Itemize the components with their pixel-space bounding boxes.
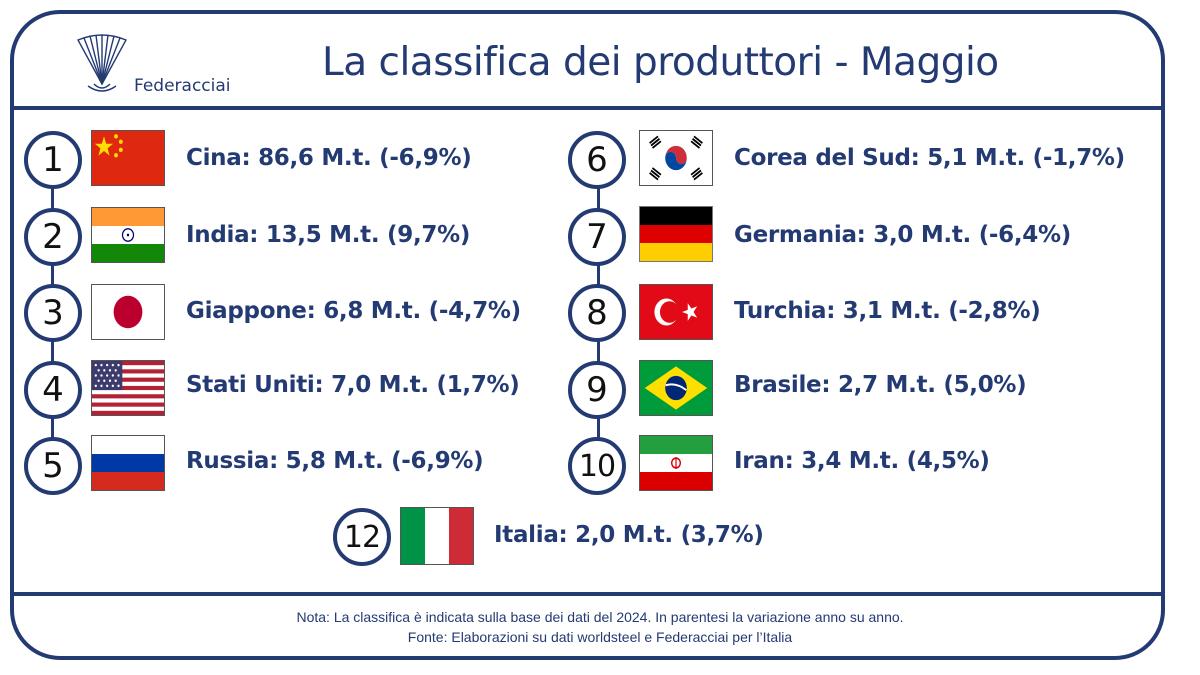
iran-flag [639, 435, 713, 491]
rank-circle: 10 [568, 437, 626, 495]
south-korea-flag [639, 130, 713, 186]
rank-circle: 8 [568, 284, 626, 342]
producer-label-japan: Giappone: 6,8 M.t. (-4,7%) [186, 298, 521, 324]
producer-label-italy: Italia: 2,0 M.t. (3,7%) [494, 522, 764, 548]
rank-circle: 5 [24, 437, 82, 495]
italy-flag [400, 507, 474, 565]
rank-circle: 4 [24, 361, 82, 419]
footer-divider [12, 592, 1164, 596]
turkey-flag [639, 284, 713, 340]
germany-flag [639, 206, 713, 262]
page-title: La classifica dei produttori - Maggio [322, 40, 999, 85]
header-divider [12, 106, 1164, 110]
producer-label-south-korea: Corea del Sud: 5,1 M.t. (-1,7%) [734, 145, 1125, 171]
rank-circle: 2 [24, 208, 82, 266]
rank-circle: 3 [24, 284, 82, 342]
china-flag [91, 130, 165, 186]
rank-circle: 9 [568, 361, 626, 419]
footer-source: Fonte: Elaborazioni su dati worldsteel e… [407, 629, 793, 645]
producer-label-brazil: Brasile: 2,7 M.t. (5,0%) [734, 372, 1027, 398]
japan-flag [91, 284, 165, 340]
producer-label-turkey: Turchia: 3,1 M.t. (-2,8%) [734, 298, 1041, 324]
rank-circle-italy: 12 [333, 508, 391, 566]
producer-label-germany: Germania: 3,0 M.t. (-6,4%) [734, 222, 1071, 248]
producer-label-china: Cina: 86,6 M.t. (-6,9%) [186, 145, 472, 171]
footer-note: Nota: La classifica è indicata sulla bas… [296, 609, 904, 625]
rank-circle: 1 [24, 131, 82, 189]
russia-flag [91, 435, 165, 491]
producer-label-iran: Iran: 3,4 M.t. (4,5%) [734, 448, 990, 474]
logo-name: Federacciai [134, 76, 231, 96]
united-states-flag [91, 360, 165, 416]
rank-circle: 7 [568, 208, 626, 266]
producer-label-russia: Russia: 5,8 M.t. (-6,9%) [186, 448, 484, 474]
producer-label-india: India: 13,5 M.t. (9,7%) [186, 222, 471, 248]
india-flag [91, 207, 165, 263]
frame-border [10, 10, 1165, 660]
federacciai-shell-logo [77, 34, 127, 92]
logo: Federacciai [72, 32, 272, 102]
producer-label-united-states: Stati Uniti: 7,0 M.t. (1,7%) [186, 372, 520, 398]
brazil-flag [639, 360, 713, 416]
rank-circle: 6 [568, 131, 626, 189]
